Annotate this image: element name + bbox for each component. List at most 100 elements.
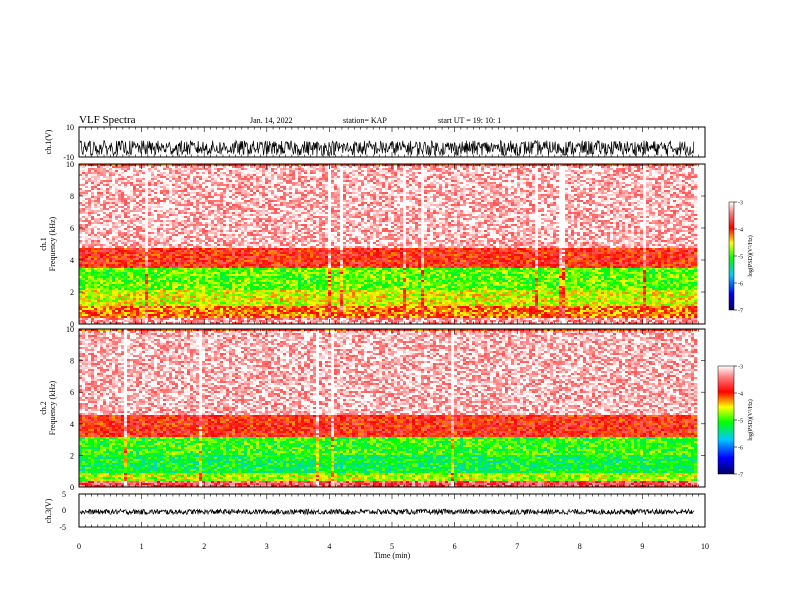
spectrogram-cell xyxy=(109,224,112,226)
spectrogram-cell xyxy=(82,250,85,252)
spectrogram-cell xyxy=(85,250,88,252)
spectrogram-cell xyxy=(103,268,106,270)
spectrogram-cell xyxy=(118,224,121,226)
spectrogram-cell xyxy=(118,216,121,218)
spectrogram-cell xyxy=(97,318,100,320)
spectrogram-cell xyxy=(118,236,121,238)
spectrogram-cell xyxy=(100,214,103,216)
spectrogram-cell xyxy=(82,212,85,214)
spectrogram-cell xyxy=(103,304,106,306)
spectrogram-cell xyxy=(91,276,94,278)
spectrogram-cell xyxy=(112,184,115,186)
spectrogram-cell xyxy=(115,280,118,282)
spectrogram-cell xyxy=(103,254,106,256)
spectrogram-cell xyxy=(82,312,85,314)
spectrogram-cell xyxy=(112,202,115,204)
spectrogram-cell xyxy=(115,242,118,244)
spectrogram-cell xyxy=(97,176,100,178)
spectrogram-cell xyxy=(118,254,121,256)
spectrogram-cell xyxy=(85,302,88,304)
spectrogram-cell xyxy=(82,320,85,322)
spectrogram-cell xyxy=(118,184,121,186)
spectrogram-cell xyxy=(97,254,100,256)
spectrogram-cell xyxy=(103,308,106,310)
spectrogram-cell xyxy=(112,250,115,252)
spectrogram-cell xyxy=(88,180,91,182)
spectrogram-cell xyxy=(115,210,118,212)
spectrogram-cell xyxy=(85,296,88,298)
spectrogram-cell xyxy=(82,202,85,204)
spectrogram-cell xyxy=(94,268,97,270)
spectrogram-cell xyxy=(88,292,91,294)
spectrogram-cell xyxy=(118,262,121,264)
spectrogram-cell xyxy=(85,234,88,236)
spectrogram-cell xyxy=(109,262,112,264)
spectrogram-cell xyxy=(100,266,103,268)
spectrogram-cell xyxy=(109,272,112,274)
spectrogram-cell xyxy=(115,248,118,250)
spectrogram-cell xyxy=(118,206,121,208)
spectrogram-cell xyxy=(115,310,118,312)
spectrogram-cell xyxy=(94,168,97,170)
spectrogram-cell xyxy=(94,282,97,284)
spectrogram-cell xyxy=(103,276,106,278)
spectrogram-cell xyxy=(97,252,100,254)
spectrogram-cell xyxy=(109,238,112,240)
spectrogram-cell xyxy=(94,172,97,174)
spectrogram-cell xyxy=(100,228,103,230)
spectrogram-cell xyxy=(91,168,94,170)
spectrogram-cell xyxy=(85,290,88,292)
spectrogram-cell xyxy=(100,248,103,250)
spectrogram-cell xyxy=(100,226,103,228)
spectrogram-cell xyxy=(118,292,121,294)
spectrogram-cell xyxy=(82,302,85,304)
spectrogram-cell xyxy=(118,270,121,272)
spectrogram-cell xyxy=(88,302,91,304)
spectrogram-cell xyxy=(109,290,112,292)
spectrogram-cell xyxy=(91,188,94,190)
spectrogram-cell xyxy=(106,230,109,232)
spectrogram-cell xyxy=(85,200,88,202)
spectrogram-cell xyxy=(82,256,85,258)
spectrogram-cell xyxy=(115,234,118,236)
spectrogram-cell xyxy=(115,204,118,206)
spectrogram-cell xyxy=(115,302,118,304)
spectrogram-cell xyxy=(103,318,106,320)
spectrogram-cell xyxy=(85,260,88,262)
spectrogram-cell xyxy=(109,184,112,186)
spectrogram-cell xyxy=(103,220,106,222)
ch1-ytick-top: 10 xyxy=(66,123,74,132)
spectrogram-cell xyxy=(106,280,109,282)
spectrogram-cell xyxy=(91,318,94,320)
spectrogram-cell xyxy=(88,266,91,268)
spectrogram-cell xyxy=(82,188,85,190)
spectrogram-cell xyxy=(85,230,88,232)
spectrogram-cell xyxy=(109,210,112,212)
spectrogram-cell xyxy=(85,188,88,190)
spectrogram-cell xyxy=(88,260,91,262)
spectrogram-cell xyxy=(91,180,94,182)
spectrogram-cell xyxy=(106,250,109,252)
spectrogram-cell xyxy=(109,242,112,244)
spectrogram-cell xyxy=(97,220,100,222)
spectrogram-cell xyxy=(100,278,103,280)
spectrogram-cell xyxy=(91,266,94,268)
spectrogram-cell xyxy=(91,194,94,196)
spectrogram-cell xyxy=(109,260,112,262)
spectrogram-cell xyxy=(115,176,118,178)
spectrogram-cell xyxy=(103,242,106,244)
spectrogram-cell xyxy=(85,190,88,192)
spectrogram-cell xyxy=(100,318,103,320)
spectrogram-cell xyxy=(106,206,109,208)
spectrogram-cell xyxy=(100,194,103,196)
spectrogram-cell xyxy=(94,308,97,310)
spectrogram-cell xyxy=(115,270,118,272)
spectrogram-cell xyxy=(85,264,88,266)
spectrogram-cell xyxy=(106,204,109,206)
spectrogram-cell xyxy=(103,208,106,210)
spectrogram-cell xyxy=(106,290,109,292)
spectrogram-cell xyxy=(100,166,103,168)
spectrogram-cell xyxy=(94,298,97,300)
spectrogram-cell xyxy=(91,290,94,292)
spectrogram-cell xyxy=(112,268,115,270)
